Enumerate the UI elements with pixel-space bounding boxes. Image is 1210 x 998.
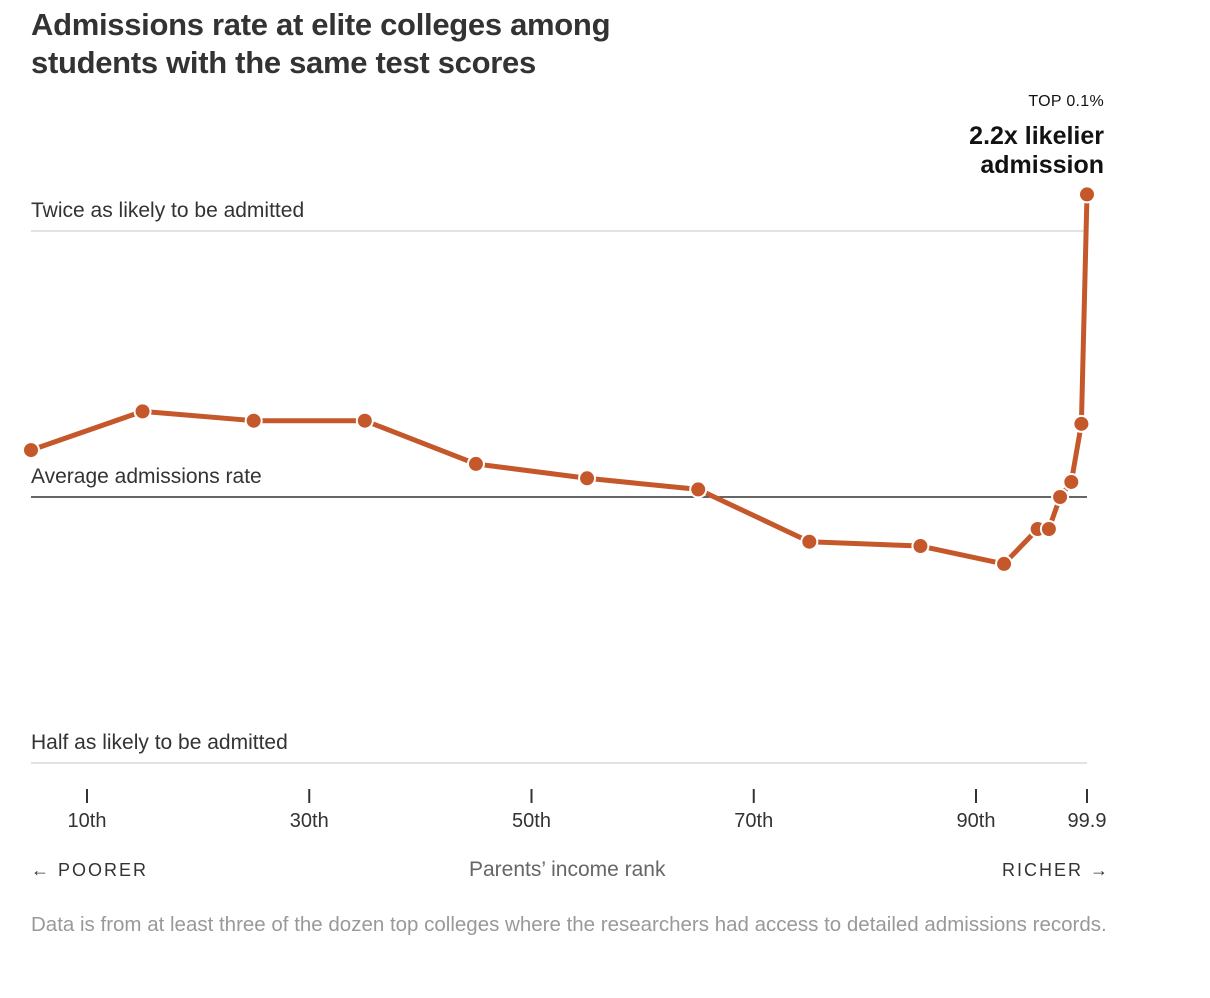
data-point	[1062, 472, 1081, 491]
data-point	[911, 537, 930, 556]
x-axis-title: Parents’ income rank	[469, 858, 666, 881]
x-tick-label: 70th	[734, 810, 774, 832]
reference-label-twice: Twice as likely to be admitted	[31, 199, 305, 222]
data-point	[800, 532, 819, 551]
reference-label-half: Half as likely to be admitted	[31, 731, 288, 754]
x-axis-ticks	[86, 789, 1088, 803]
data-point	[466, 454, 485, 473]
data-point	[1078, 185, 1096, 204]
direction-richer: RICHER →	[1001, 860, 1110, 880]
series-line	[30, 194, 1090, 567]
x-tick-label: 99.9	[1067, 810, 1107, 832]
data-point	[244, 411, 263, 430]
data-point	[578, 469, 597, 488]
annotation-value: 2.2x likelier admission	[969, 122, 1104, 179]
direction-poorer: ← POORER	[31, 860, 149, 880]
annotation-label: TOP 0.1%	[1028, 93, 1104, 110]
data-point	[1072, 414, 1091, 433]
chart-title: Admissions rate at elite colleges among …	[31, 7, 611, 80]
data-point	[22, 441, 40, 460]
data-point	[995, 554, 1014, 573]
data-point	[689, 480, 708, 499]
data-point	[355, 411, 374, 430]
x-tick-label: 10th	[67, 810, 107, 832]
data-note: Data is from at least three of the dozen…	[31, 913, 1107, 936]
x-tick-label: 50th	[512, 810, 551, 832]
series-group	[22, 185, 1096, 573]
reference-label-average: Average admissions rate	[31, 465, 262, 488]
data-point	[1051, 488, 1070, 506]
x-tick-label: 30th	[289, 810, 329, 832]
data-point	[1039, 519, 1058, 538]
data-point	[133, 402, 152, 421]
x-tick-label: 90th	[956, 810, 996, 832]
